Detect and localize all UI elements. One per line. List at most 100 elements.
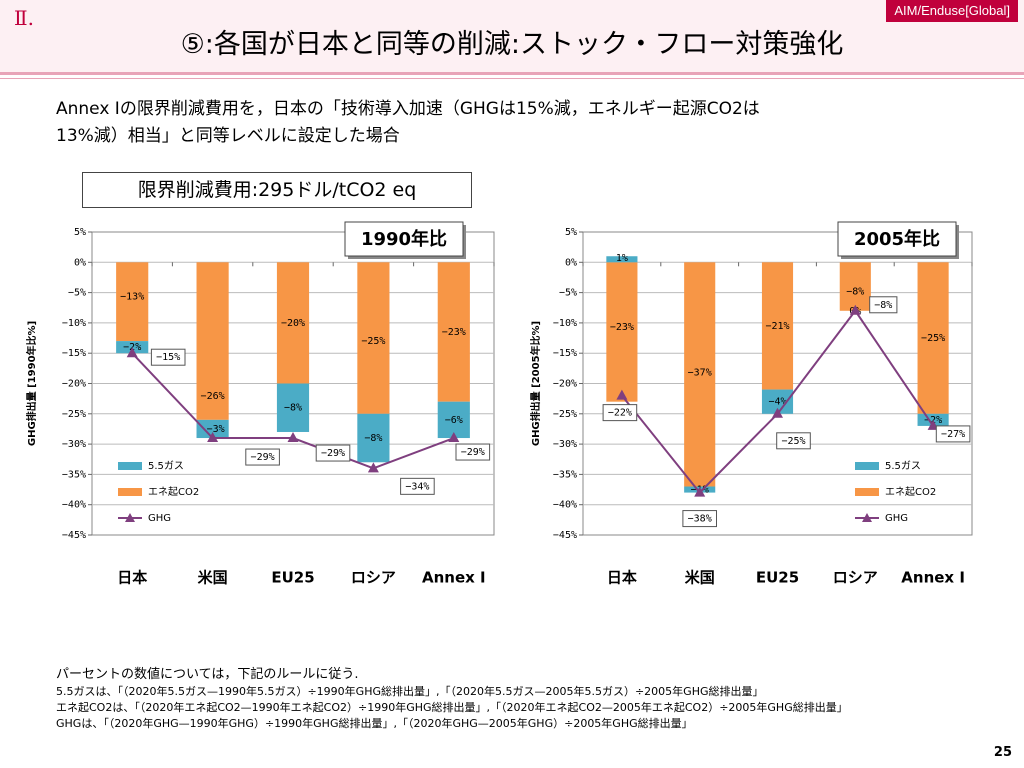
chart1-category-label: ロシア bbox=[351, 569, 396, 587]
chart1-ghg-label-box bbox=[400, 477, 435, 495]
page-number: 25 bbox=[993, 745, 1012, 760]
chart1-y-tick-label: −40% bbox=[62, 500, 86, 511]
chart2-y-tick-label: −35% bbox=[553, 469, 577, 480]
chart1-ghg-label: −29% bbox=[461, 447, 485, 458]
chart1-badge-box bbox=[344, 221, 464, 257]
chart2-label-co2: −21% bbox=[765, 321, 789, 332]
header-divider bbox=[0, 72, 1024, 75]
chart2-ghg-marker bbox=[849, 304, 861, 315]
chart2-y-tick-label: 0% bbox=[565, 257, 577, 268]
chart1-bar-co2 bbox=[276, 262, 310, 384]
chart1-legend-swatch bbox=[118, 488, 142, 496]
chart2-ghg-marker bbox=[616, 389, 628, 400]
chart1-y-tick-label: −20% bbox=[62, 379, 86, 390]
chart1-y-tick-label: −15% bbox=[62, 348, 86, 359]
chart2-y-tick-label: −30% bbox=[553, 439, 577, 450]
footnote-rule: パーセントの数値については，下記のルールに従う. bbox=[56, 667, 359, 682]
chart2-legend-swatch bbox=[855, 462, 879, 470]
chart1-ghg-marker bbox=[367, 462, 379, 473]
chart1-ghg-label: −15% bbox=[156, 352, 180, 363]
chart2-ghg-marker bbox=[772, 407, 783, 418]
chart1-category-label: EU25 bbox=[271, 569, 314, 587]
model-badge: AIM/Enduse[Global] bbox=[886, 0, 1018, 22]
chart1-category-label: 米国 bbox=[198, 569, 228, 587]
chart2-label-co2: −8% bbox=[846, 287, 864, 298]
chart1-ghg-marker bbox=[207, 432, 219, 443]
intro-text: Annex Iの限界削減費用を，日本の「技術導入加速（GHGは15%減，エネルギ… bbox=[56, 96, 976, 150]
chart1-bar-gas bbox=[196, 419, 229, 439]
chart1-ghg-marker bbox=[126, 347, 138, 358]
chart1-ghg-marker bbox=[448, 432, 460, 443]
chart1-category-label: Annex I bbox=[422, 569, 486, 587]
chart2-y-tick-label: 5% bbox=[565, 227, 577, 238]
chart1-y-tick-label: 0% bbox=[74, 257, 86, 268]
chart1-legend-label: 5.5ガス bbox=[148, 460, 184, 472]
chart2-ghg-label: −27% bbox=[941, 429, 965, 440]
chart2-bar-co2 bbox=[761, 262, 794, 390]
chart1-label-gas: −8% bbox=[364, 433, 382, 444]
chart2-category-label: 米国 bbox=[685, 569, 715, 587]
chart2-y-tick-label: −25% bbox=[553, 409, 577, 420]
marginal-cost-box: 限界削減費用:295ドル/tCO2 eq bbox=[82, 172, 472, 208]
chart1-y-axis-title: GHG排出量 [1990年比%] bbox=[25, 321, 38, 446]
chart1-label-co2: −13% bbox=[120, 292, 144, 303]
chart2-y-tick-label: −5% bbox=[559, 288, 577, 299]
chart1-y-tick-label: −25% bbox=[62, 409, 86, 420]
chart1-label-gas: −3% bbox=[207, 424, 225, 435]
chart2-category-label: Annex I bbox=[901, 569, 965, 587]
intro-line-1: Annex Iの限界削減費用を，日本の「技術導入加速（GHGは15%減，エネルギ… bbox=[56, 99, 760, 119]
chart1-label-co2: −20% bbox=[281, 318, 305, 329]
chart1-legend-swatch bbox=[118, 462, 142, 470]
chart2-label-co2: −23% bbox=[610, 322, 634, 333]
chart1-label-co2: −25% bbox=[361, 336, 385, 347]
chart1-legend-marker bbox=[125, 513, 135, 522]
footnote-gas: 5.5ガスは、「（2020年5.5ガス—1990年5.5ガス）÷1990年GHG… bbox=[56, 685, 764, 698]
chart2-legend-label: 5.5ガス bbox=[885, 460, 921, 472]
chart2-y-tick-label: −20% bbox=[553, 379, 577, 390]
chart1-ghg-label-box bbox=[150, 348, 186, 366]
chart1-ghg-label: −29% bbox=[251, 452, 275, 463]
chart1-y-tick-label: −45% bbox=[62, 530, 86, 541]
chart1-bar-gas bbox=[116, 341, 149, 354]
chart1-ghg-label: −34% bbox=[405, 481, 429, 492]
chart2-ghg-label-box bbox=[776, 432, 811, 450]
chart2-category-label: EU25 bbox=[756, 569, 799, 587]
chart1-ghg-label-box bbox=[315, 444, 351, 462]
chart1-label-gas: −6% bbox=[445, 415, 463, 426]
chart2-legend-marker bbox=[862, 513, 872, 522]
header-divider-thin bbox=[0, 78, 1024, 79]
chart1-bar-gas bbox=[437, 401, 470, 439]
chart2-legend-label: GHG bbox=[885, 513, 908, 524]
chart1-category-label: 日本 bbox=[117, 569, 147, 587]
section-number: Ⅱ. bbox=[14, 6, 34, 30]
chart1-bar-co2 bbox=[357, 262, 390, 414]
chart2-category-label: 日本 bbox=[607, 569, 637, 587]
chart2-label-co2: −37% bbox=[688, 367, 712, 378]
chart1-legend-label: GHG bbox=[148, 513, 171, 524]
chart2-badge-box bbox=[837, 221, 957, 257]
chart1-bar-gas bbox=[276, 383, 310, 432]
chart2-y-tick-label: −15% bbox=[553, 348, 577, 359]
chart1-bar-gas bbox=[357, 413, 390, 463]
chart1-ghg-marker bbox=[287, 432, 299, 443]
chart2-bar-gas bbox=[606, 256, 638, 263]
chart2-ghg-marker bbox=[694, 486, 706, 497]
chart1-y-tick-label: −10% bbox=[62, 318, 86, 329]
chart2-ghg-label: −38% bbox=[688, 514, 712, 525]
chart1-y-tick-label: 5% bbox=[74, 227, 86, 238]
chart2-y-tick-label: −40% bbox=[553, 500, 577, 511]
chart2-bar-co2 bbox=[917, 262, 949, 414]
chart2-legend-swatch bbox=[855, 488, 879, 496]
chart2-ghg-label: −22% bbox=[608, 408, 632, 419]
chart1-ghg-label-box bbox=[455, 443, 491, 461]
chart2-label-gas: 1% bbox=[616, 253, 628, 264]
chart1-bar-co2 bbox=[196, 262, 229, 420]
chart1-y-tick-label: −5% bbox=[68, 288, 86, 299]
chart1-y-tick-label: −30% bbox=[62, 439, 86, 450]
chart2-y-axis-title: GHG排出量 [2005年比%] bbox=[529, 321, 542, 446]
chart1-badge-label: 1990年比 bbox=[361, 228, 447, 250]
chart2-ghg-label: −8% bbox=[874, 300, 892, 311]
chart1-legend-label: エネ起CO2 bbox=[148, 486, 199, 498]
intro-line-2: 13%減）相当」と同等レベルに設定した場合 bbox=[56, 126, 400, 146]
chart1-label-co2: −23% bbox=[442, 327, 466, 338]
